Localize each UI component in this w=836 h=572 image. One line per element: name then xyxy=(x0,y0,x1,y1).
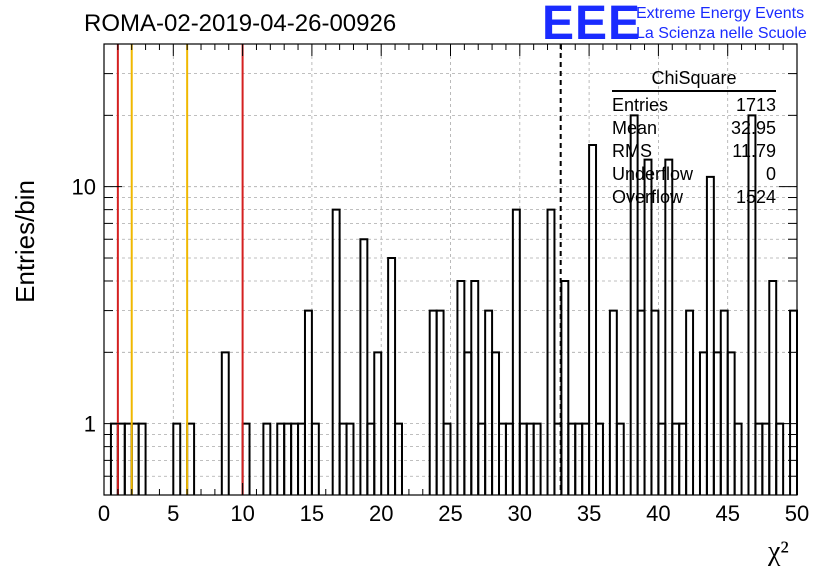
eee-logo-text: Extreme Energy Events La Scienza nelle S… xyxy=(636,4,807,44)
x-tick-label: 40 xyxy=(646,501,670,526)
histogram-bin xyxy=(484,309,494,495)
x-tick-label: 20 xyxy=(369,501,393,526)
reference-lines xyxy=(116,44,562,495)
histogram-bin xyxy=(428,309,438,495)
stats-value: 32.95 xyxy=(730,118,776,138)
axis-ticks: 0 5 10 15 20 25 30 35 40 45 50 1 10 xyxy=(72,44,809,526)
histogram-bin xyxy=(442,422,452,495)
y-tick-label: 1 xyxy=(84,412,96,437)
stats-value: 1713 xyxy=(735,95,776,115)
stats-value: 1524 xyxy=(735,187,776,207)
histogram-bin xyxy=(310,422,320,495)
x-axis-label: χ² xyxy=(768,536,789,567)
stats-row: Overflow 1524 xyxy=(612,186,776,209)
x-tick-label: 5 xyxy=(167,501,179,526)
histogram-bin xyxy=(719,309,729,495)
histogram-bin xyxy=(560,279,570,495)
stats-label: Overflow xyxy=(612,187,684,207)
histogram-bin xyxy=(359,238,369,495)
histogram-bin xyxy=(629,114,639,495)
stats-box: ChiSquare Entries 1713 Mean 32.95 RMS 11.79… xyxy=(612,68,776,209)
histogram-bin xyxy=(345,422,355,495)
stats-title: ChiSquare xyxy=(612,68,776,92)
histogram-bin xyxy=(636,309,646,495)
y-axis-label-wrap: Entries/bin xyxy=(6,180,40,330)
histogram-bin xyxy=(588,143,598,495)
y-axis-label: Entries/bin xyxy=(10,180,40,303)
histogram-bin xyxy=(387,257,397,495)
x-tick-label: 0 xyxy=(98,501,110,526)
logo-line-1: Extreme Energy Events xyxy=(636,5,805,22)
stats-row: Underflow 0 xyxy=(612,163,776,186)
x-tick-label: 45 xyxy=(715,501,739,526)
histogram-bin xyxy=(664,158,674,495)
stats-row: Mean 32.95 xyxy=(612,117,776,140)
histogram-bin xyxy=(303,309,313,495)
histogram-bin xyxy=(331,208,341,495)
histogram-bin xyxy=(435,309,445,495)
histogram-bin xyxy=(456,279,466,495)
histogram-bin xyxy=(137,422,147,495)
histogram-bin xyxy=(747,114,757,495)
histogram-bin xyxy=(546,208,556,495)
stats-row: Entries 1713 xyxy=(612,94,776,117)
histogram-bin xyxy=(470,279,480,495)
logo-line-2: La Scienza nelle Scuole xyxy=(636,25,807,42)
x-tick-label: 15 xyxy=(300,501,324,526)
x-tick-label: 25 xyxy=(438,501,462,526)
histogram-bin xyxy=(373,351,383,495)
stats-label: Underflow xyxy=(612,164,694,184)
histogram-bin xyxy=(532,422,542,495)
stats-label: RMS xyxy=(612,141,652,161)
histogram-bin xyxy=(394,422,403,495)
x-tick-label: 35 xyxy=(577,501,601,526)
histogram-bin xyxy=(172,422,182,495)
stats-value: 0 xyxy=(765,164,776,184)
histogram-bin xyxy=(220,351,230,495)
x-tick-label: 30 xyxy=(508,501,532,526)
histogram-bin xyxy=(650,309,660,495)
histogram-bin xyxy=(685,309,695,495)
x-tick-label: 10 xyxy=(230,501,254,526)
histogram-bin xyxy=(511,208,521,495)
stats-label: Entries xyxy=(612,95,669,115)
histogram-bin xyxy=(705,175,715,495)
histogram-bin xyxy=(608,309,618,495)
histogram-bin xyxy=(262,422,272,495)
histogram-bin xyxy=(615,422,625,495)
histogram-bin xyxy=(768,279,778,495)
histogram-bin xyxy=(595,422,604,495)
stats-row: RMS 11.79 xyxy=(612,140,776,163)
y-tick-label: 10 xyxy=(72,175,96,200)
chart-title: ROMA-02-2019-04-26-00926 xyxy=(84,10,397,37)
histogram-bin xyxy=(789,309,798,495)
x-tick-label: 50 xyxy=(785,501,809,526)
stats-value: 11.79 xyxy=(732,141,776,161)
stats-label: Mean xyxy=(612,118,658,138)
grid xyxy=(104,44,797,495)
eee-logo-mark: EEE xyxy=(542,0,642,50)
histogram-bin xyxy=(733,422,743,495)
